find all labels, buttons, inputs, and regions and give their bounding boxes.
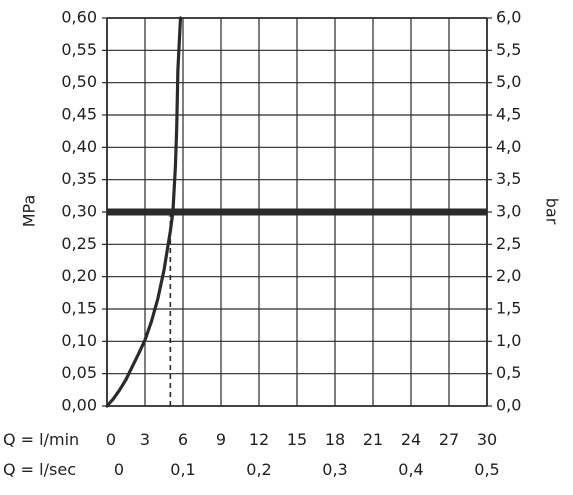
- y-right-tick-label: 3,0: [496, 202, 521, 221]
- x-lsec-tick-label: 0,4: [398, 460, 423, 479]
- y-right-tick-label: 0,0: [496, 396, 521, 415]
- y-right-tick-label: 5,5: [496, 40, 521, 59]
- x-lmin-tick-label: 15: [287, 430, 307, 449]
- y-right-tick-label: 6,0: [496, 8, 521, 27]
- lsec-tick-labels: 0 0,1 0,2 0,3 0,4 0,5: [114, 460, 500, 479]
- y-left-tick-label: 0,30: [61, 202, 97, 221]
- x-lsec-tick-label: 0,1: [170, 460, 195, 479]
- x-lmin-tick-label: 0: [106, 430, 116, 449]
- lsec-row-label: Q = l/sec: [3, 460, 76, 479]
- y-left-tick-label: 0,35: [61, 169, 97, 188]
- y-left-tick-label: 0,20: [61, 266, 97, 285]
- x-lmin-tick-label: 6: [178, 430, 188, 449]
- x-lmin-tick-label: 3: [140, 430, 150, 449]
- y-right-tick-label: 1,0: [496, 331, 521, 350]
- y-left-tick-label: 0,40: [61, 137, 97, 156]
- y-right-tick-label: 5,0: [496, 72, 521, 91]
- y-left-tick-label: 0,60: [61, 8, 97, 27]
- x-lmin-tick-label: 30: [477, 430, 497, 449]
- y-left-tick-label: 0,15: [61, 299, 97, 318]
- y-left-tick-label: 0,25: [61, 234, 97, 253]
- x-lmin-tick-label: 12: [249, 430, 269, 449]
- y-left-tick-label: 0,55: [61, 40, 97, 59]
- right-tick-labels: 0,0 0,5 1,0 1,5 2,0 2,5 3,0 3,5 4,0 4,5 5,0 5,5 6,0: [496, 8, 521, 415]
- y-left-tick-label: 0,45: [61, 105, 97, 124]
- y-left-tick-label: 0,10: [61, 331, 97, 350]
- y-left-tick-label: 0,50: [61, 72, 97, 91]
- flow-curve: [105, 16, 183, 408]
- y-right-tick-label: 3,5: [496, 169, 521, 188]
- lmin-tick-labels: 0 3 6 9 12 15 18 21 24 27 30: [106, 430, 497, 449]
- x-lsec-tick-label: 0: [114, 460, 124, 479]
- y-right-axis-label: bar: [543, 198, 562, 225]
- y-right-tick-label: 0,5: [496, 363, 521, 382]
- y-left-tick-label: 0,00: [61, 396, 97, 415]
- y-right-tick-label: 2,0: [496, 266, 521, 285]
- x-lmin-tick-label: 24: [401, 430, 421, 449]
- lmin-row-label: Q = l/min: [3, 430, 79, 449]
- x-lmin-tick-label: 27: [439, 430, 459, 449]
- y-right-tick-label: 4,5: [496, 105, 521, 124]
- x-lsec-tick-label: 0,3: [322, 460, 347, 479]
- y-right-tick-label: 2,5: [496, 234, 521, 253]
- y-left-axis-label: MPa: [20, 195, 39, 228]
- y-right-tick-label: 4,0: [496, 137, 521, 156]
- x-lsec-tick-label: 0,2: [246, 460, 271, 479]
- left-tick-labels: 0,00 0,05 0,10 0,15 0,20 0,25 0,30 0,35 0,40 0,45…: [61, 8, 97, 415]
- x-lmin-tick-label: 9: [216, 430, 226, 449]
- y-right-tick-label: 1,5: [496, 299, 521, 318]
- x-lsec-tick-label: 0,5: [474, 460, 499, 479]
- flow-curve-layer: [105, 16, 183, 408]
- x-lmin-tick-label: 18: [325, 430, 345, 449]
- y-left-tick-label: 0,05: [61, 363, 97, 382]
- x-lmin-tick-label: 21: [363, 430, 383, 449]
